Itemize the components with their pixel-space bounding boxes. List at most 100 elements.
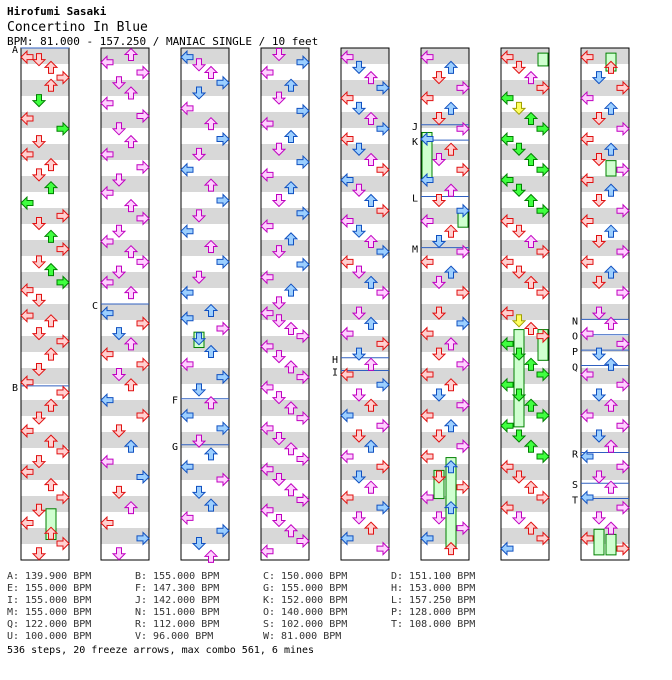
step-arrow-icon (136, 211, 150, 226)
step-arrow-icon (420, 131, 434, 147)
bpm-change-marker: A (12, 45, 18, 56)
step-arrow-icon (443, 142, 459, 156)
column-stripe (181, 336, 229, 352)
column-stripe (181, 432, 229, 448)
step-arrow-icon (603, 60, 619, 74)
step-arrow-icon (536, 80, 550, 96)
step-arrow-icon (580, 172, 594, 188)
step-arrow-icon (511, 60, 527, 75)
step-arrow-icon (283, 524, 299, 538)
step-arrow-icon (203, 303, 219, 318)
column-stripe (421, 464, 469, 480)
step-arrow-icon (363, 480, 379, 494)
step-arrow-icon (443, 378, 459, 392)
step-arrow-icon (283, 232, 299, 246)
step-arrow-icon (31, 455, 47, 469)
step-arrow-icon (363, 152, 379, 167)
step-arrow-icon (56, 490, 70, 505)
step-arrow-icon (271, 193, 287, 208)
step-arrow-icon (456, 357, 470, 372)
step-arrow-icon (456, 479, 470, 495)
chart-column: JK L M (412, 47, 470, 561)
column-border (260, 47, 310, 561)
step-arrow-icon (260, 167, 274, 183)
step-arrow-icon (523, 357, 539, 371)
step-arrow-icon (351, 470, 367, 484)
bpm-change-marker: P (572, 347, 578, 358)
bpm-legend-entry: L: 157.250 BPM (391, 595, 476, 606)
step-arrow-icon (191, 86, 207, 100)
column-stripe (101, 80, 149, 96)
step-arrow-icon (420, 449, 434, 464)
chart-column: C (92, 47, 150, 561)
step-arrow-icon (443, 541, 459, 556)
step-arrow-icon (31, 327, 47, 341)
bpm-legend-entry: U: 100.000 BPM (7, 631, 92, 642)
step-arrow-icon (500, 305, 514, 321)
step-arrow-icon (376, 541, 390, 556)
step-arrow-icon (616, 162, 630, 177)
step-arrow-icon (271, 350, 287, 364)
column-stripe (341, 144, 389, 160)
step-arrow-icon (363, 398, 379, 412)
step-arrow-icon (431, 275, 447, 290)
bpm-legend-entry: S: 102.000 BPM (263, 619, 348, 630)
step-arrow-icon (456, 121, 470, 137)
column-stripe (21, 528, 69, 544)
step-arrow-icon (363, 275, 379, 289)
step-arrow-icon (296, 103, 310, 119)
step-arrow-icon (296, 257, 310, 272)
bpm-legend-entry: A: 139.900 BPM (7, 571, 92, 582)
column-stripe (181, 144, 229, 160)
step-arrow-icon (123, 285, 139, 300)
step-arrow-icon (43, 229, 59, 243)
step-arrow-icon (420, 254, 434, 270)
step-arrow-icon (216, 321, 230, 336)
step-arrow-icon (100, 147, 114, 162)
step-arrow-icon (123, 134, 139, 149)
step-arrow-icon (340, 326, 354, 341)
step-arrow-icon (136, 65, 150, 80)
step-arrow-icon (591, 470, 607, 484)
step-arrow-icon (296, 154, 310, 170)
step-arrow-icon (56, 241, 70, 257)
step-arrow-icon (351, 511, 367, 525)
step-arrow-icon (591, 511, 607, 525)
step-arrow-icon (580, 449, 594, 464)
column-stripe (101, 496, 149, 512)
column-stripe (181, 176, 229, 192)
step-arrow-icon (376, 500, 390, 515)
bpm-legend-entry: K: 152.000 BPM (263, 595, 348, 606)
step-arrow-icon (456, 203, 470, 218)
step-arrow-icon (591, 306, 607, 320)
step-arrow-icon (536, 203, 550, 218)
step-arrow-icon (431, 511, 447, 525)
bpm-legend-entry: O: 140.000 BPM (263, 607, 348, 618)
bpm-legend-entry: F: 147.300 BPM (135, 583, 220, 594)
step-arrow-icon (56, 121, 70, 137)
step-arrow-icon (271, 473, 287, 487)
step-arrow-icon (123, 198, 139, 213)
column-stripe (21, 176, 69, 192)
step-arrow-icon (420, 490, 434, 505)
step-arrow-icon (111, 547, 127, 561)
step-arrow-icon (283, 283, 299, 297)
step-arrow-icon (500, 541, 514, 556)
step-arrow-icon (603, 142, 619, 156)
step-arrow-icon (420, 49, 434, 65)
step-arrow-icon (363, 234, 379, 248)
step-arrow-icon (180, 223, 194, 239)
step-arrow-icon (443, 60, 459, 74)
step-arrow-icon (180, 510, 194, 526)
step-arrow-icon (31, 217, 47, 231)
step-arrow-icon (580, 49, 594, 65)
step-arrow-icon (180, 311, 194, 326)
column-stripe (501, 336, 549, 352)
step-arrow-icon (43, 78, 59, 92)
step-arrow-icon (203, 239, 219, 254)
step-arrow-icon (603, 439, 619, 453)
step-arrow-icon (511, 429, 527, 443)
step-arrow-icon (616, 244, 630, 259)
column-border (500, 47, 550, 561)
step-arrow-icon (100, 346, 114, 362)
